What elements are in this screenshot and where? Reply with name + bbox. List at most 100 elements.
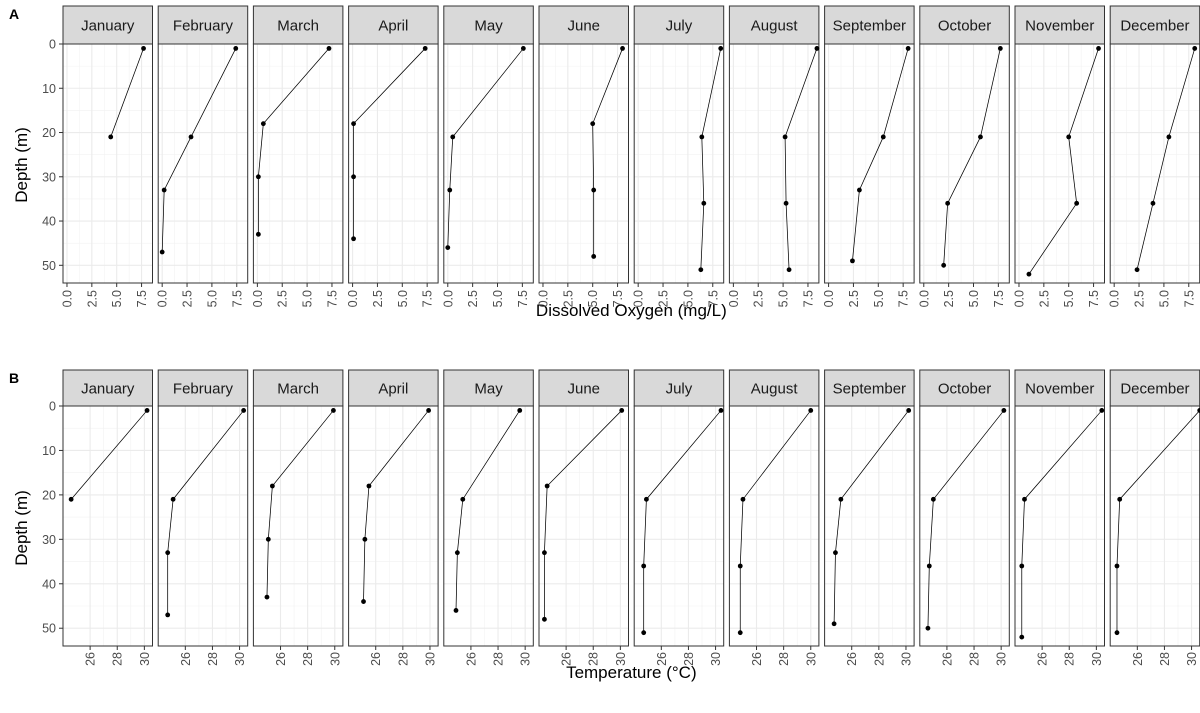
- x-tick-label: 2.5: [276, 290, 290, 307]
- facet-strip: [1109, 369, 1200, 407]
- x-tick-label: 0.0: [822, 290, 836, 307]
- facet-strip-label: April: [378, 381, 408, 398]
- x-tick-label: 30: [328, 652, 342, 666]
- x-tick-label: 5.0: [681, 290, 695, 307]
- facet-strip-label: November: [1025, 18, 1094, 35]
- x-tick-label: 28: [587, 652, 601, 666]
- x-tick-label: 2.5: [371, 290, 385, 307]
- data-point: [699, 134, 705, 140]
- x-tick-label: 5.0: [491, 290, 505, 307]
- data-point: [1197, 408, 1200, 413]
- panel-background: [919, 406, 1010, 646]
- panel-border: [633, 43, 725, 284]
- panel-august: August 0.0 2.5 5.0 7.5: [727, 5, 820, 307]
- x-tick-label: 30: [138, 652, 152, 666]
- data-point: [718, 46, 724, 51]
- panel-july: July 26 28 30: [633, 369, 725, 666]
- x-tick-label: 28: [1063, 652, 1077, 666]
- profile-line: [167, 410, 244, 615]
- data-point: [542, 616, 547, 622]
- data-point: [453, 608, 459, 613]
- data-point: [141, 46, 146, 51]
- data-point: [170, 496, 176, 502]
- panel-july: July 0.0 2.5 5.0 7.5: [632, 5, 725, 307]
- profile-line: [161, 48, 237, 253]
- x-tick-label: 5.0: [586, 290, 600, 307]
- panel-background: [348, 406, 439, 646]
- x-tick-label: 2.5: [942, 290, 956, 307]
- profile-line: [1116, 410, 1200, 633]
- data-point: [1019, 563, 1025, 569]
- data-point: [1066, 134, 1072, 140]
- data-point: [698, 267, 704, 273]
- data-point: [265, 536, 271, 542]
- x-tick-label: 28: [111, 652, 125, 666]
- x-tick-label: 28: [968, 652, 982, 666]
- profile-line: [1021, 410, 1103, 638]
- facet-strip-label: March: [277, 381, 319, 398]
- data-point: [857, 187, 862, 193]
- x-tick-label: 7.5: [801, 290, 815, 307]
- panel-border: [252, 405, 344, 647]
- x-tick-label: 0.0: [346, 290, 360, 307]
- facet-strip-label: October: [938, 381, 991, 398]
- x-tick-label: 30: [519, 652, 533, 666]
- panel-background: [634, 44, 724, 283]
- x-tick-label: 0.0: [727, 290, 741, 307]
- data-point: [926, 563, 932, 569]
- panel-border: [824, 405, 915, 647]
- data-point: [641, 563, 647, 569]
- x-tick-label: 0.0: [60, 290, 74, 307]
- x-tick-label: 7.5: [325, 290, 339, 307]
- panel-march: March 0.0 2.5 5.0 7.5: [251, 5, 344, 307]
- panel-december: December 0.0 2.5 5.0 7.5: [1108, 5, 1200, 307]
- data-point: [740, 496, 746, 502]
- panel-october: October 26 28 30: [919, 369, 1010, 666]
- data-point: [351, 236, 356, 242]
- figure-tag: A: [9, 6, 19, 22]
- x-tick-label: 7.5: [230, 290, 244, 307]
- data-point: [460, 496, 466, 502]
- data-point: [737, 563, 743, 569]
- data-point: [1134, 267, 1140, 273]
- data-point: [447, 187, 453, 193]
- profile-line: [784, 48, 818, 270]
- y-tick-label: 20: [42, 488, 56, 502]
- x-tick-label: 0.0: [632, 290, 646, 307]
- profile-line: [739, 410, 812, 633]
- x-tick-label: 26: [464, 652, 478, 666]
- panel-april: April 0.0 2.5 5.0 7.5: [346, 5, 439, 307]
- y-tick-label: 30: [42, 533, 56, 547]
- data-point: [450, 134, 456, 140]
- profile-line: [353, 48, 426, 239]
- panel-background: [1110, 406, 1200, 646]
- facet-strip: [157, 369, 249, 407]
- facet-strip: [1014, 369, 1105, 407]
- data-point: [331, 408, 336, 413]
- x-tick-label: 26: [845, 652, 859, 666]
- panel-border: [728, 405, 820, 647]
- data-point: [701, 200, 707, 206]
- data-point: [1099, 408, 1105, 413]
- panel-border: [348, 405, 439, 647]
- profile-line: [257, 48, 330, 235]
- profile-line: [927, 410, 1005, 629]
- data-point: [361, 599, 366, 604]
- profile-line: [110, 48, 144, 138]
- data-point: [906, 408, 912, 413]
- profile-line: [455, 410, 521, 611]
- x-tick-label: 30: [423, 652, 437, 666]
- data-point: [786, 267, 792, 273]
- x-tick-label: 5.0: [872, 290, 886, 307]
- x-tick-label: 30: [804, 652, 818, 666]
- panel-september: September 26 28 30: [824, 369, 915, 666]
- x-tick-label: 28: [301, 652, 315, 666]
- panel-background: [443, 44, 534, 283]
- facet-strip-label: September: [833, 381, 906, 398]
- data-point: [255, 231, 261, 237]
- profile-line: [70, 410, 148, 500]
- y-tick-label: 50: [42, 622, 56, 636]
- data-point: [644, 496, 649, 502]
- profile-line: [833, 410, 909, 624]
